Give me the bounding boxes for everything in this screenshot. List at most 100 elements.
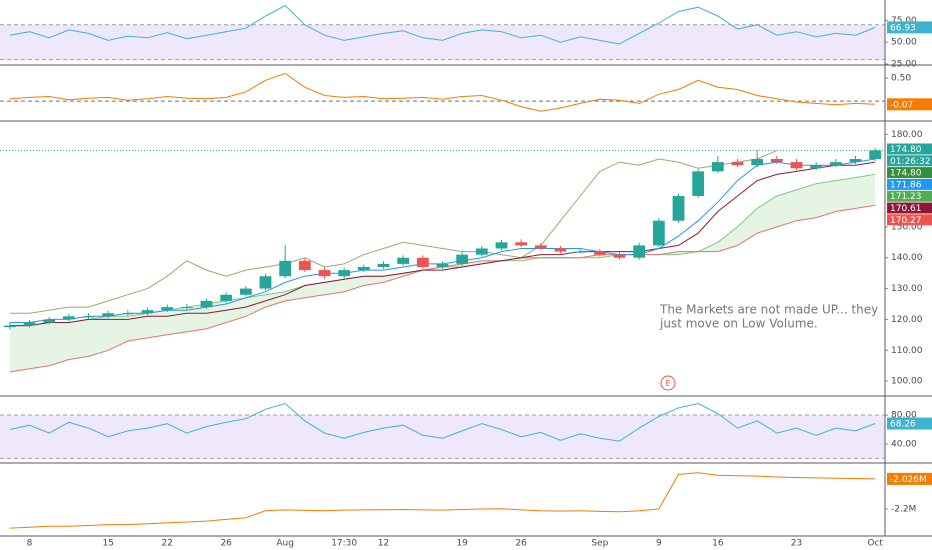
candle-body: [456, 254, 469, 264]
y-tick-label: 50.00: [891, 38, 917, 48]
price-tag-label: 01:26:32: [890, 157, 930, 167]
candle-body: [436, 263, 449, 267]
last-value-label: 68.26: [890, 420, 916, 430]
y-tick-label: 140.00: [891, 253, 923, 263]
last-value-label: -2.026M: [890, 475, 927, 485]
candle-body: [554, 248, 567, 252]
level-band: [0, 24, 885, 60]
candle-body: [161, 307, 174, 311]
price-tag-label: 174.80: [890, 169, 922, 179]
annotation: just move on Low Volume.: [659, 317, 818, 331]
candle-body: [810, 165, 823, 169]
price-tag: [887, 178, 932, 190]
y-tick-label: 40.00: [891, 439, 917, 449]
x-tick-label: Sep: [591, 539, 608, 549]
candle-body: [652, 220, 665, 246]
candle-body: [790, 162, 803, 169]
last-value-tag: [887, 98, 932, 111]
x-tick-label: 23: [791, 539, 802, 549]
y-tick-label: 75.00: [891, 16, 917, 26]
x-tick-label: 26: [515, 539, 527, 549]
price-tag-label: 171.86: [890, 180, 922, 190]
last-value-tag: [887, 417, 932, 430]
y-tick-label: 80.00: [891, 411, 917, 421]
candle-body: [534, 245, 547, 249]
last-value-label: -0.07: [890, 100, 913, 110]
x-tick-label: 8: [27, 539, 33, 549]
pane: [0, 4, 885, 61]
price-tag-label: 170.61: [890, 204, 922, 214]
price-tag: [887, 155, 932, 167]
candle-body: [298, 260, 311, 271]
candle-body: [200, 300, 213, 308]
x-tick-label: Aug: [276, 539, 294, 549]
price-tag: [887, 214, 932, 226]
x-tick-label: 17:30: [331, 539, 357, 549]
candle-body: [574, 251, 587, 253]
candle-body: [397, 257, 410, 264]
last-value-tag: [887, 21, 932, 34]
level-band: [0, 415, 885, 459]
indicator-line: [9, 472, 876, 529]
x-tick-label: 9: [656, 539, 662, 549]
candle-body: [62, 316, 75, 320]
candle-body: [357, 266, 370, 271]
candle-body: [3, 325, 16, 328]
pane: [0, 148, 885, 373]
price-tag-label: 174.80: [890, 145, 922, 155]
candle-body: [338, 270, 351, 277]
y-tick-label: 130.00: [891, 284, 923, 294]
y-tick-label: 150.00: [891, 222, 923, 232]
price-tag: [887, 143, 932, 155]
candle-body: [82, 316, 95, 318]
x-tick-label: 19: [456, 539, 468, 549]
candle-body: [515, 242, 528, 246]
y-tick-label: -2.2M: [891, 505, 916, 515]
candle-body: [829, 162, 842, 166]
y-tick-label: 110.00: [891, 346, 923, 356]
price-tag: [887, 167, 932, 179]
indicator-line: [9, 402, 876, 442]
candle-body: [692, 171, 705, 197]
candle-body: [180, 307, 193, 309]
price-tag-label: 170.27: [890, 216, 922, 226]
last-value-tag: [887, 472, 932, 485]
event-marker-label: E: [665, 379, 670, 388]
candle-body: [239, 288, 252, 295]
y-tick-label: 0.50: [891, 74, 911, 84]
candle-body: [416, 257, 429, 267]
candle-body: [141, 310, 154, 314]
pane: [0, 72, 885, 112]
cloud-fill: [9, 174, 876, 372]
indicator-line: [9, 72, 876, 112]
candle-body: [102, 313, 115, 317]
price-tag-label: 171.23: [890, 192, 922, 202]
candle-body: [711, 162, 724, 172]
overlay-line: [9, 161, 876, 327]
y-tick-label: 120.00: [891, 315, 923, 325]
candle-body: [121, 313, 134, 315]
candle-body: [613, 254, 626, 258]
candle-body: [633, 245, 646, 258]
event-marker: [660, 375, 676, 391]
candle-body: [495, 242, 508, 249]
x-tick-label: 26: [220, 539, 232, 549]
candle-body: [220, 294, 233, 301]
candle-body: [377, 263, 390, 267]
x-tick-label: 22: [161, 539, 172, 549]
indicator-line: [9, 4, 876, 45]
y-tick-label: 180.00: [891, 130, 923, 140]
candle-body: [770, 159, 783, 163]
candle-body: [475, 248, 488, 255]
candle-body: [318, 270, 331, 277]
pane: [9, 472, 876, 529]
x-tick-label: 12: [378, 539, 389, 549]
candle-body: [593, 251, 606, 255]
x-tick-label: Oct: [867, 539, 883, 549]
x-tick-label: 16: [712, 539, 724, 549]
y-tick-label: 100.00: [891, 377, 923, 387]
overlay-line: [9, 149, 778, 314]
candle-body: [869, 150, 882, 160]
annotation: The Markets are not made UP... they: [659, 303, 878, 317]
